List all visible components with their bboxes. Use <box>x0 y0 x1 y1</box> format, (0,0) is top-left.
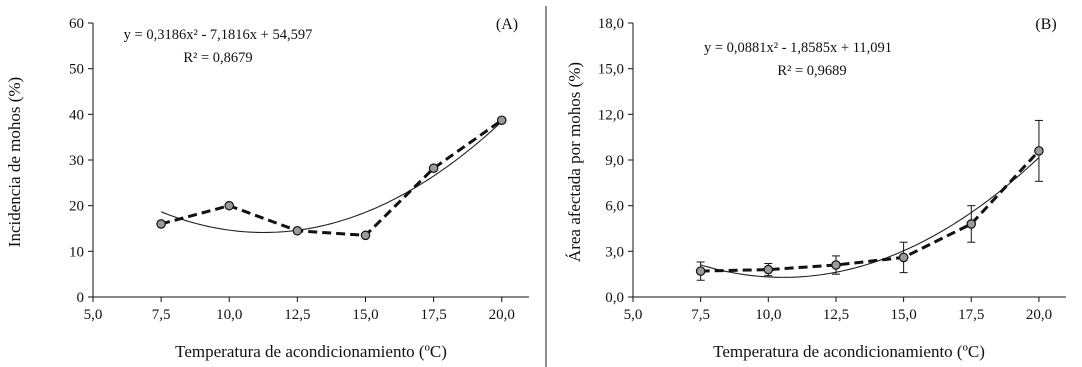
series-line-b <box>700 149 1041 273</box>
y-tick-label-b: 9,0 <box>605 153 624 169</box>
x-tick-label-a: 17,5 <box>421 307 447 323</box>
x-tick-label-b: 12,5 <box>823 307 849 323</box>
x-tick-label-b: 10,0 <box>755 307 781 323</box>
y-tick-label-a: 60 <box>69 16 84 32</box>
x-tick-label-a: 5,0 <box>84 307 103 323</box>
y-tick-label-b: 18,0 <box>598 16 624 32</box>
data-point-a <box>224 200 235 211</box>
x-tick-label-a: 10,0 <box>216 307 242 323</box>
data-point-b <box>695 266 706 276</box>
x-tick-label-a: 15,0 <box>352 307 378 323</box>
data-point-b <box>831 260 841 270</box>
data-point-a <box>292 225 303 236</box>
data-point-b <box>898 252 909 263</box>
data-point-b <box>966 219 977 229</box>
data-point-b <box>1034 146 1044 156</box>
x-axis-title-b: Temperatura de acondicionamiento (ºC) <box>713 342 985 361</box>
data-point-a <box>360 230 371 241</box>
y-tick-label-a: 20 <box>69 199 84 215</box>
x-axis-title-a: Temperatura de acondicionamiento (ºC) <box>175 342 447 361</box>
y-tick-label-b: 12,0 <box>598 107 624 123</box>
trendline-b <box>700 157 1040 278</box>
r-squared-a: R² = 0,8679 <box>183 50 252 66</box>
y-axis-title-b: Área afectada por mohos (%) <box>565 62 584 262</box>
x-tick-label-a: 7,5 <box>152 307 171 323</box>
y-tick-label-b: 0,0 <box>605 290 624 306</box>
series-line-a <box>160 119 503 237</box>
y-tick-label-a: 50 <box>69 62 84 78</box>
x-tick-label-b: 15,0 <box>891 307 917 323</box>
y-tick-label-b: 6,0 <box>605 199 624 215</box>
trendline-a <box>160 121 503 234</box>
x-tick-label-b: 7,5 <box>691 307 710 323</box>
r-squared-b: R² = 0,9689 <box>777 63 846 79</box>
x-tick-label-a: 12,5 <box>284 307 310 323</box>
data-point-b <box>763 264 774 275</box>
y-tick-label-a: 0 <box>77 290 85 306</box>
trend-equation-a: y = 0,3186x² - 7,1816x + 54,597 <box>124 27 313 43</box>
data-point-a <box>496 115 507 126</box>
data-point-a <box>156 219 166 229</box>
x-tick-label-a: 20,0 <box>489 307 515 323</box>
panel-label-a: (A) <box>496 16 518 33</box>
x-tick-label-b: 5,0 <box>624 307 643 323</box>
y-tick-label-b: 3,0 <box>605 244 624 260</box>
y-tick-label-a: 30 <box>69 153 84 169</box>
trend-equation-b: y = 0,0881x² - 1,8585x + 11,091 <box>704 40 892 56</box>
panel-label-b: (B) <box>1035 16 1056 33</box>
data-point-a <box>428 163 439 174</box>
x-tick-label-b: 17,5 <box>958 307 984 323</box>
y-axis-title-a: Incidencia de mohos (%) <box>5 77 24 247</box>
y-tick-label-b: 15,0 <box>598 62 624 78</box>
y-tick-label-a: 40 <box>69 107 84 123</box>
x-tick-label-b: 20,0 <box>1026 307 1052 323</box>
y-tick-label-a: 10 <box>69 244 84 260</box>
